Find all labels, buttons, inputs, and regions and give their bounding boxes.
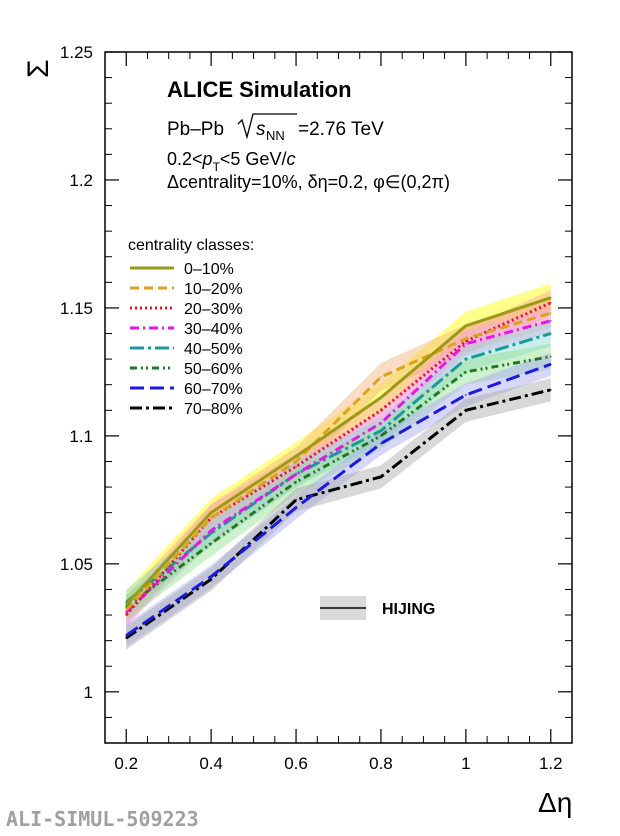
x-tick-label: 0.2 [114,754,138,773]
legend-label-1: 10–20% [184,281,243,298]
legend-label-6: 60–70% [184,381,243,398]
pt-range-label: 0.2<pT<5 GeV/c [167,149,295,174]
point-series-0 [549,296,552,299]
model-legend-label: HIJING [382,601,435,618]
band-series-0 [126,283,551,619]
band-series-5 [126,343,551,621]
point-series-6 [549,363,552,366]
y-tick-label: 1.2 [69,171,93,190]
y-axis-label: Σ [22,59,55,78]
point-series-6 [210,575,212,578]
point-series-2 [549,302,552,304]
point-series-2 [295,465,297,468]
point-series-2 [125,614,128,616]
selection-label: Δcentrality=10%, δη=0.2, φ∈(0,2π) [167,172,450,192]
legend-label-2: 20–30% [184,301,243,318]
x-tick-label: 1.2 [539,754,563,773]
point-series-4 [465,358,467,360]
point-series-1 [295,460,297,463]
point-series-5 [380,435,382,437]
figure-id: ALI-SIMUL-509223 [6,807,199,831]
chart-title: ALICE Simulation [167,77,352,102]
point-series-7 [210,578,212,581]
point-series-2 [465,340,467,342]
band-series-6 [126,352,551,648]
point-series-0 [380,396,382,399]
line-series-7 [125,388,552,640]
point-series-4 [380,429,382,432]
line-series-5 [125,355,552,609]
y-tick-label: 1.1 [69,427,93,446]
point-series-1 [210,516,212,519]
point-series-4 [549,332,552,335]
point-series-3 [380,422,382,424]
sqrt-s-subscript: NN [266,128,285,143]
model-legend: HIJING [320,596,435,620]
y-tick-label: 1.15 [60,299,93,318]
point-series-0 [465,325,467,327]
line-series-1 [125,311,552,611]
band-series-3 [126,307,551,626]
point-series-3 [465,342,467,345]
point-series-1 [465,337,467,340]
sqrt-s-symbol: s [256,119,266,140]
y-tick-label: 1 [84,683,93,702]
point-series-7 [125,637,128,639]
legend-label-5: 50–60% [184,361,243,378]
series-lines [125,296,552,640]
band-series-4 [126,320,551,616]
line-series-4 [125,332,552,604]
legend-label-4: 40–50% [184,341,243,358]
y-tick-label: 1.05 [60,555,93,574]
legend-label-3: 30–40% [184,321,243,338]
point-series-5 [295,481,297,483]
system-label: Pb–Pb [167,119,224,140]
point-series-5 [210,542,212,545]
point-series-3 [549,319,552,322]
band-series-2 [126,290,551,628]
y-tick-label: 1.25 [60,43,93,62]
line-series-3 [125,319,552,614]
point-series-0 [210,511,212,514]
point-series-5 [549,355,552,358]
point-series-7 [380,476,382,478]
point-series-7 [549,389,552,391]
point-series-1 [380,376,382,378]
point-series-6 [125,634,128,637]
x-tick-label: 0.4 [199,754,223,773]
legend-label-0: 0–10% [184,261,234,278]
point-series-7 [295,499,297,501]
point-series-6 [465,394,467,396]
sqrt-sign [237,113,297,140]
x-axis-label: Δη [538,787,572,818]
point-series-0 [295,455,297,458]
x-tick-label: 0.8 [369,754,393,773]
point-series-6 [295,506,297,509]
x-tick-label: 0.6 [284,754,308,773]
x-tick-label: 1 [461,754,470,773]
legend-label-7: 70–80% [184,401,243,418]
point-series-7 [465,409,467,412]
legend: centrality classes: 0–10% 10–20% 20–30% 30–… [128,237,254,418]
point-series-3 [295,473,297,476]
energy-label: =2.76 TeV [298,119,384,140]
point-series-5 [465,371,467,373]
line-series-6 [125,362,552,637]
point-series-2 [380,409,382,412]
axes: 0.2 0.4 0.6 0.8 1 1.2 1 1.05 1.1 1.15 1.2 1.25 [60,43,573,773]
point-series-3 [210,529,212,532]
point-series-6 [380,442,382,445]
band-series-7 [126,378,551,650]
line-series-0 [125,296,552,606]
point-series-1 [125,609,128,611]
point-series-1 [549,312,552,314]
legend-title: centrality classes: [128,237,254,254]
point-series-0 [125,604,128,606]
